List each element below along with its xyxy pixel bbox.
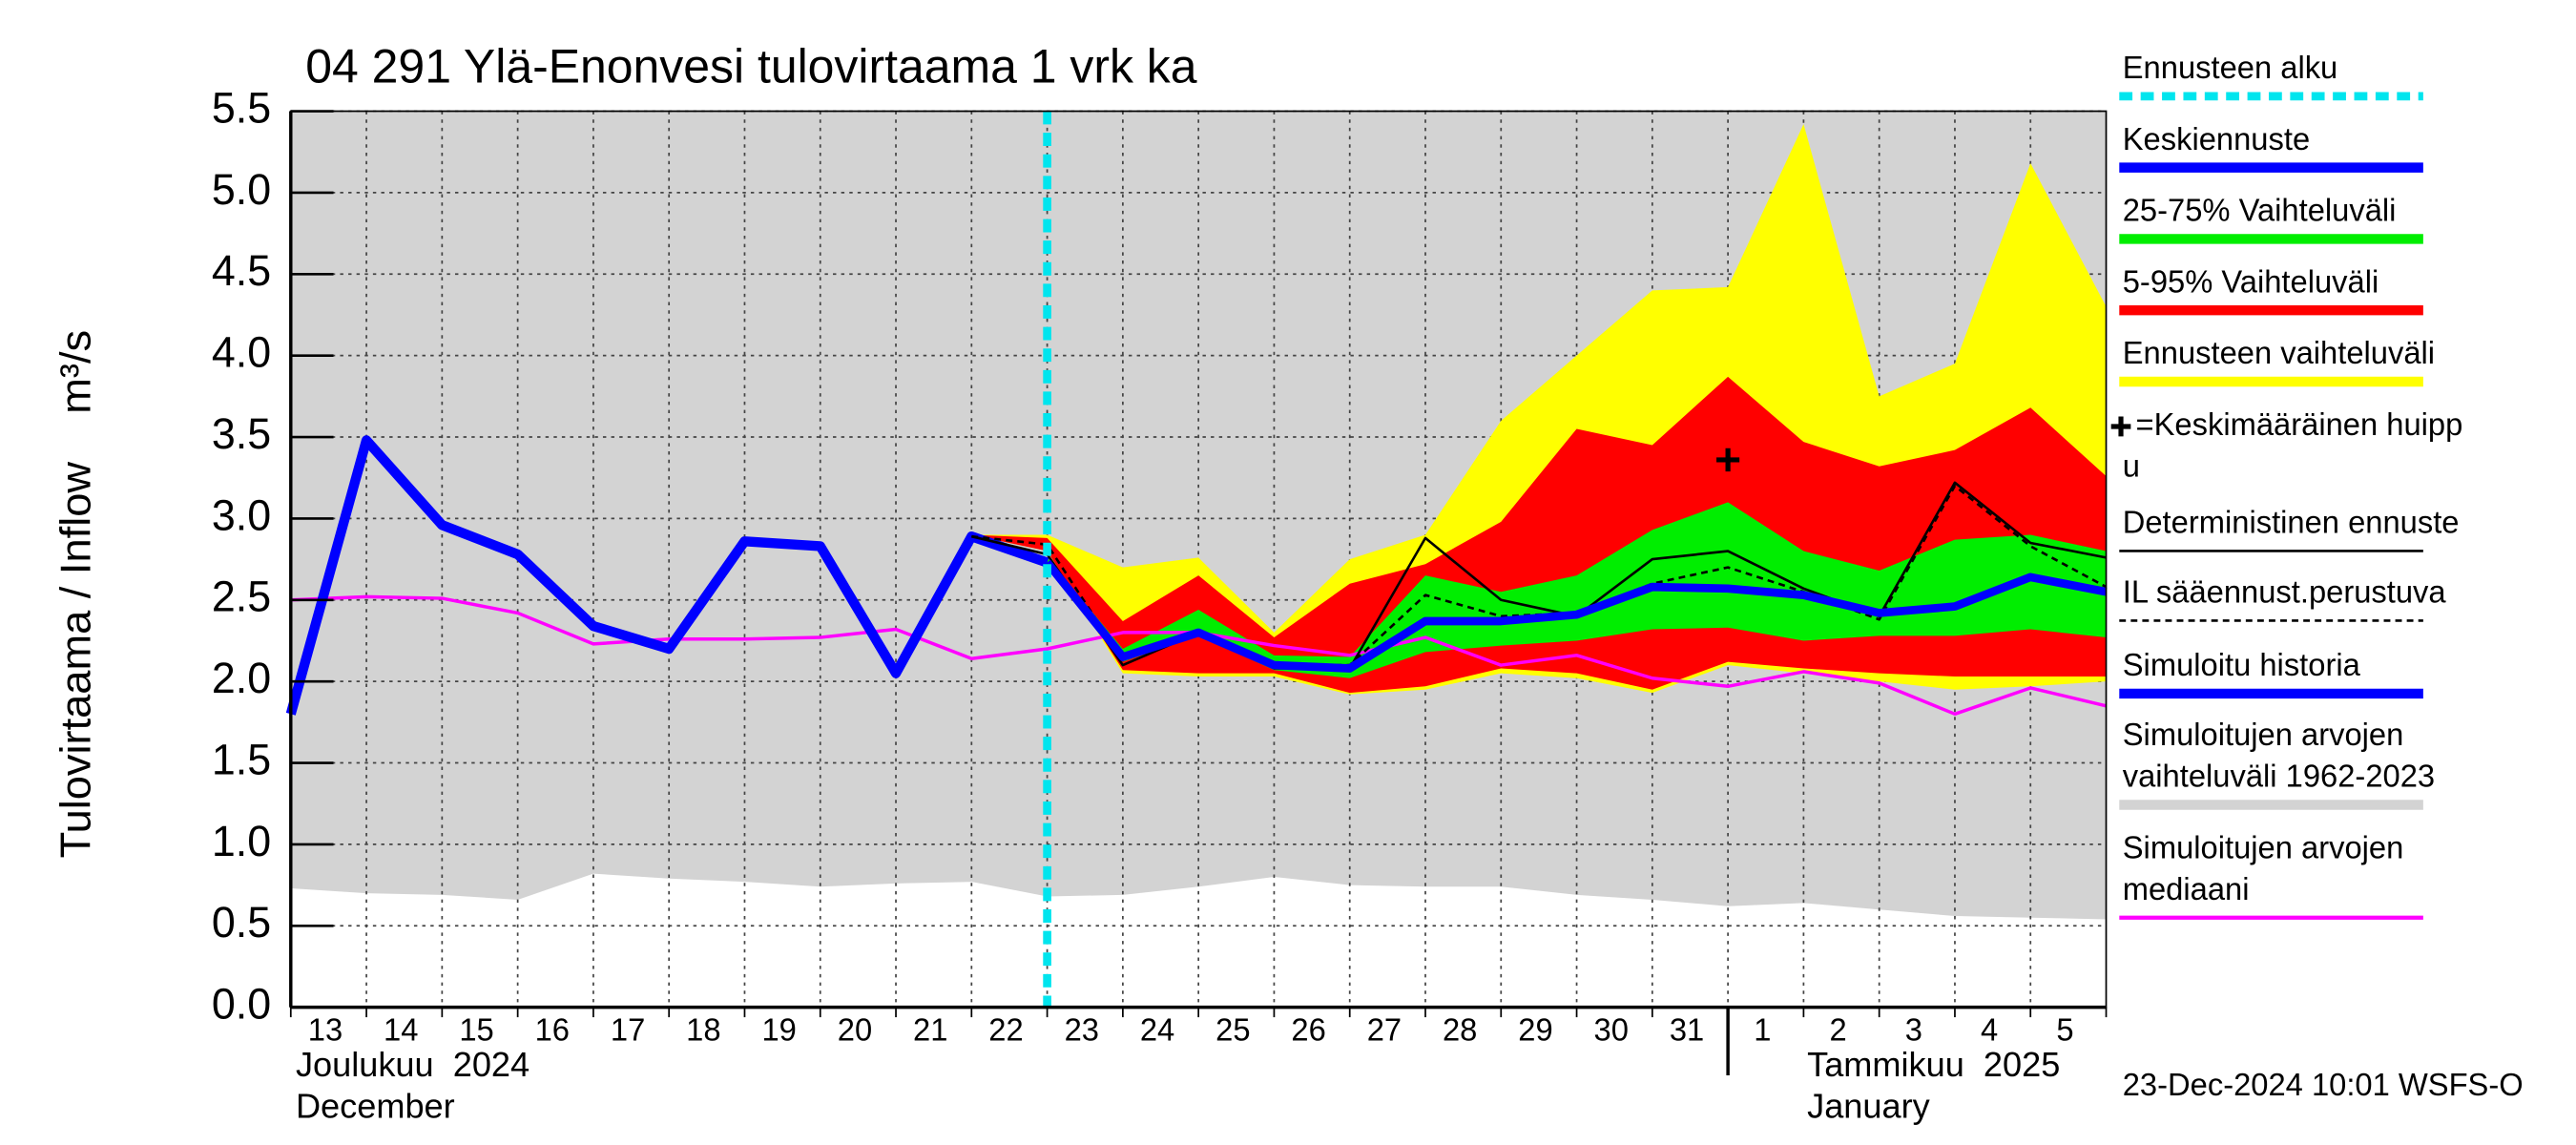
y-tick-label: 3.5: [212, 409, 271, 458]
series-line: [1044, 559, 2108, 673]
x-tick-label: 19: [761, 1011, 796, 1047]
x-tick-label: 24: [1140, 1011, 1174, 1047]
x-tick-label: 23: [1065, 1011, 1099, 1047]
x-tick-label: 4: [1981, 1011, 1998, 1047]
legend-label: IL sääennust.perustuva: [2123, 573, 2447, 609]
x-tick-label: 27: [1367, 1011, 1402, 1047]
legend-label: Keskiennuste: [2123, 120, 2310, 156]
y-tick-label: 5.5: [212, 83, 271, 132]
chart-title: 04 291 Ylä-Enonvesi tulovirtaama 1 vrk k…: [305, 39, 1196, 93]
plot-area: 0.00.51.01.52.02.53.03.54.04.55.05.513 14…: [212, 83, 2108, 1075]
x-tick-label: 13: [308, 1011, 343, 1047]
x-tick-label: 25: [1215, 1011, 1250, 1047]
x-tick-label: 30: [1594, 1011, 1629, 1047]
x-tick-label: 3: [1905, 1011, 1922, 1047]
legend-label: Ennusteen alku: [2123, 50, 2338, 85]
legend-label: Deterministinen ennuste: [2123, 504, 2460, 539]
month-label: Joulukuu 2024: [296, 1045, 530, 1084]
x-tick-label: 15: [459, 1011, 493, 1047]
legend-label: =Keskimääräinen huipp u: [2123, 406, 2463, 484]
x-tick-label: 21: [913, 1011, 947, 1047]
y-axis-label: Tulovirtaama / Inflow m³/s: [52, 330, 100, 859]
x-tick-label: 22: [988, 1011, 1023, 1047]
x-tick-label: 29: [1518, 1011, 1552, 1047]
legend-label: 25-75% Vaihteluväli: [2123, 192, 2397, 227]
month-label: January: [1807, 1086, 1930, 1125]
month-label: December: [296, 1086, 455, 1125]
x-tick-label: 17: [611, 1011, 645, 1047]
legend-label: Simuloitujen arvojen mediaani: [2123, 829, 2404, 906]
x-tick-label: 14: [384, 1011, 418, 1047]
y-tick-label: 1.0: [212, 817, 271, 865]
legend-label: Ennusteen vaihteluväli: [2123, 335, 2435, 370]
peak-marker: [1716, 448, 1740, 472]
x-tick-label: 5: [2056, 1011, 2073, 1047]
legend-label: Simuloitujen arvojen vaihteluväli 1962-20…: [2123, 717, 2435, 794]
y-tick-label: 5.0: [212, 165, 271, 214]
x-tick-label: 20: [838, 1011, 872, 1047]
x-tick-label: 31: [1670, 1011, 1704, 1047]
x-tick-label: 18: [686, 1011, 720, 1047]
y-tick-label: 1.5: [212, 735, 271, 783]
y-tick-label: 4.5: [212, 246, 271, 295]
legend-label: 5-95% Vaihteluväli: [2123, 263, 2379, 299]
series-line: [285, 435, 1049, 716]
x-tick-label: 16: [535, 1011, 570, 1047]
footer: 23-Dec-2024 10:01 WSFS-O: [2123, 1067, 2524, 1102]
legend: Ennusteen alku Keskiennuste 25-75% Vaihtel…: [2110, 50, 2463, 920]
y-tick-label: 2.0: [212, 654, 271, 702]
y-tick-label: 4.0: [212, 327, 271, 376]
y-tick-label: 3.0: [212, 490, 271, 539]
y-tick-label: 2.5: [212, 572, 271, 621]
y-tick-label: 0.5: [212, 898, 271, 947]
month-label: Tammikuu 2025: [1807, 1045, 2060, 1084]
band-area: [971, 502, 2107, 678]
y-tick-label: 0.0: [212, 979, 271, 1028]
x-tick-label: 26: [1291, 1011, 1325, 1047]
x-tick-label: 28: [1443, 1011, 1477, 1047]
x-tick-label: 1: [1754, 1011, 1771, 1047]
legend-marker: [2110, 416, 2131, 437]
x-tick-label: 2: [1829, 1011, 1846, 1047]
legend-label: Simuloitu historia: [2123, 647, 2361, 682]
